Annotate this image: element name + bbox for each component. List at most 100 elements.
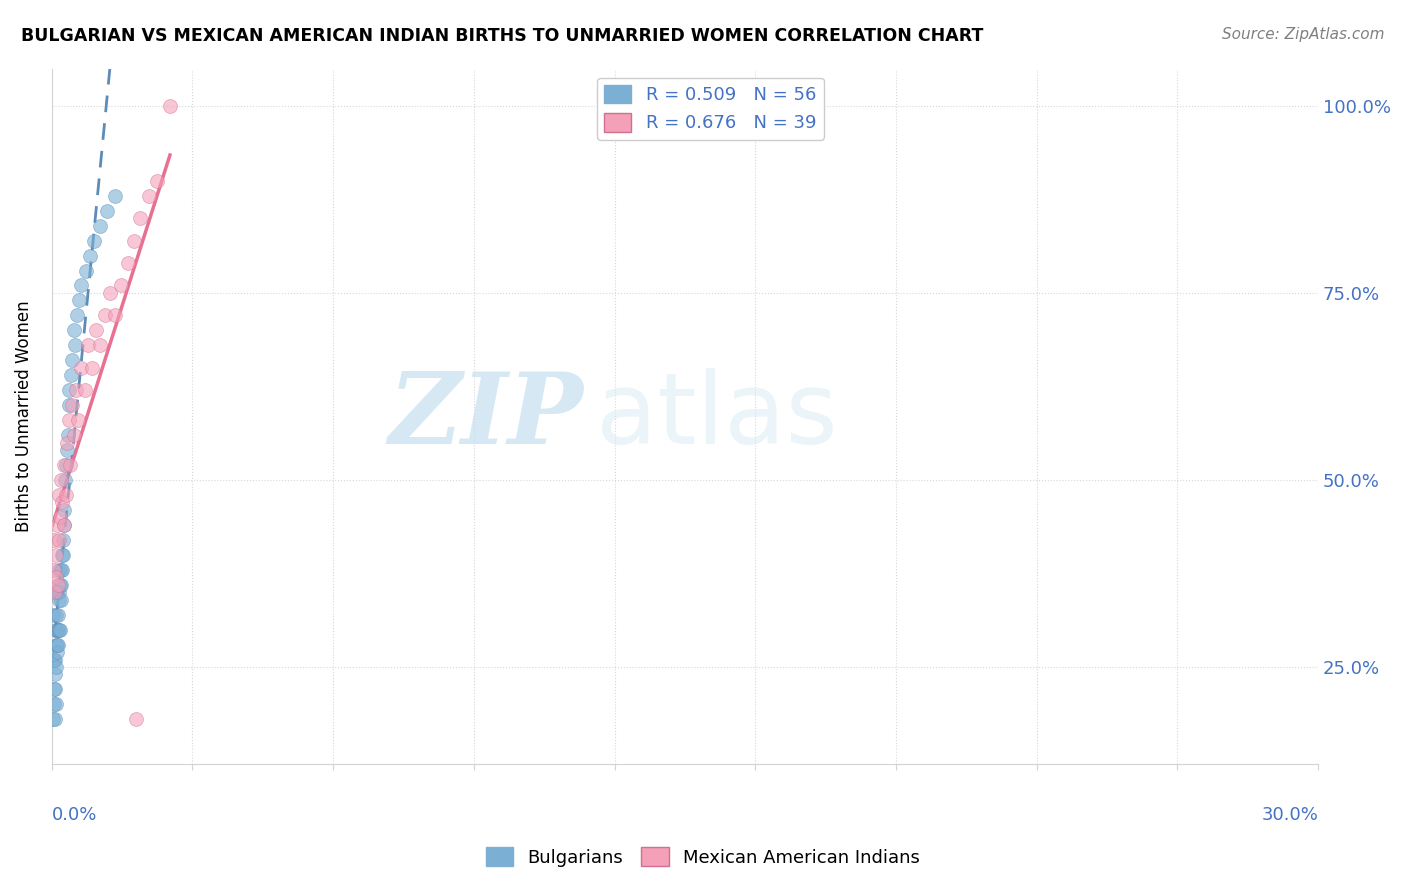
Point [55,488,77,502]
Point [52,517,75,532]
Point [49,473,72,487]
Point [45,585,67,599]
Point [49,563,72,577]
Point [96,203,118,218]
Point [45,607,67,622]
Point [75,263,97,277]
Point [44,585,66,599]
Point [59,458,82,472]
Point [49,578,72,592]
Point [55,458,77,472]
Point [129,211,152,226]
Point [67,413,90,427]
Point [94,309,117,323]
Point [104,188,127,202]
Point [51,578,73,592]
Point [45,645,67,659]
Point [46,638,69,652]
Point [70,360,93,375]
Point [58,413,80,427]
Point [42,712,65,726]
Point [52,517,75,532]
Point [98,285,121,300]
Point [44,533,66,547]
Point [44,682,66,697]
Point [83,234,105,248]
Point [45,698,67,712]
Point [42,563,65,577]
Point [46,585,69,599]
Point [58,383,80,397]
Point [63,338,86,352]
Point [45,638,67,652]
Point [46,623,69,637]
Point [48,585,70,599]
Point [46,638,69,652]
Text: BULGARIAN VS MEXICAN AMERICAN INDIAN BIRTHS TO UNMARRIED WOMEN CORRELATION CHART: BULGARIAN VS MEXICAN AMERICAN INDIAN BIR… [21,27,983,45]
Point [48,488,70,502]
Point [53,458,76,472]
Point [52,548,75,562]
Point [45,623,67,637]
Point [48,592,70,607]
Point [62,323,84,337]
Text: ZIP: ZIP [388,368,583,465]
Point [42,652,65,666]
Legend: Bulgarians, Mexican American Indians: Bulgarians, Mexican American Indians [479,840,927,874]
Point [89,338,111,352]
Point [70,278,93,293]
Point [49,592,72,607]
Point [59,368,82,383]
Point [66,309,89,323]
Text: Source: ZipAtlas.com: Source: ZipAtlas.com [1222,27,1385,42]
Point [49,623,72,637]
Point [45,660,67,674]
Point [51,495,73,509]
Point [63,428,86,442]
Point [48,563,70,577]
Point [45,623,67,637]
Point [46,607,69,622]
Point [45,570,67,584]
Point [51,563,73,577]
Point [122,234,145,248]
Point [104,309,127,323]
Point [49,510,72,524]
Point [45,517,67,532]
Point [117,256,139,270]
Point [146,174,169,188]
Point [45,548,67,562]
Point [51,548,73,562]
Point [138,188,160,202]
Point [53,503,76,517]
Point [77,338,100,352]
Point [53,473,76,487]
Point [42,607,65,622]
Point [56,443,79,458]
Point [79,248,101,262]
Text: 0.0%: 0.0% [52,806,97,824]
Point [48,533,70,547]
Point [46,578,69,592]
Point [65,383,87,397]
Point [159,99,181,113]
Point [56,435,79,450]
Point [60,398,83,412]
Point [73,383,96,397]
Point [44,698,66,712]
Point [125,712,148,726]
Point [42,682,65,697]
Point [89,219,111,233]
Point [44,667,66,681]
Point [58,398,80,412]
Point [67,293,90,308]
Point [56,428,79,442]
Point [44,652,66,666]
Text: 30.0%: 30.0% [1261,806,1319,824]
Point [84,323,107,337]
Point [52,533,75,547]
Point [80,360,103,375]
Text: atlas: atlas [596,368,838,465]
Point [110,278,132,293]
Y-axis label: Births to Unmarried Women: Births to Unmarried Women [15,301,32,533]
